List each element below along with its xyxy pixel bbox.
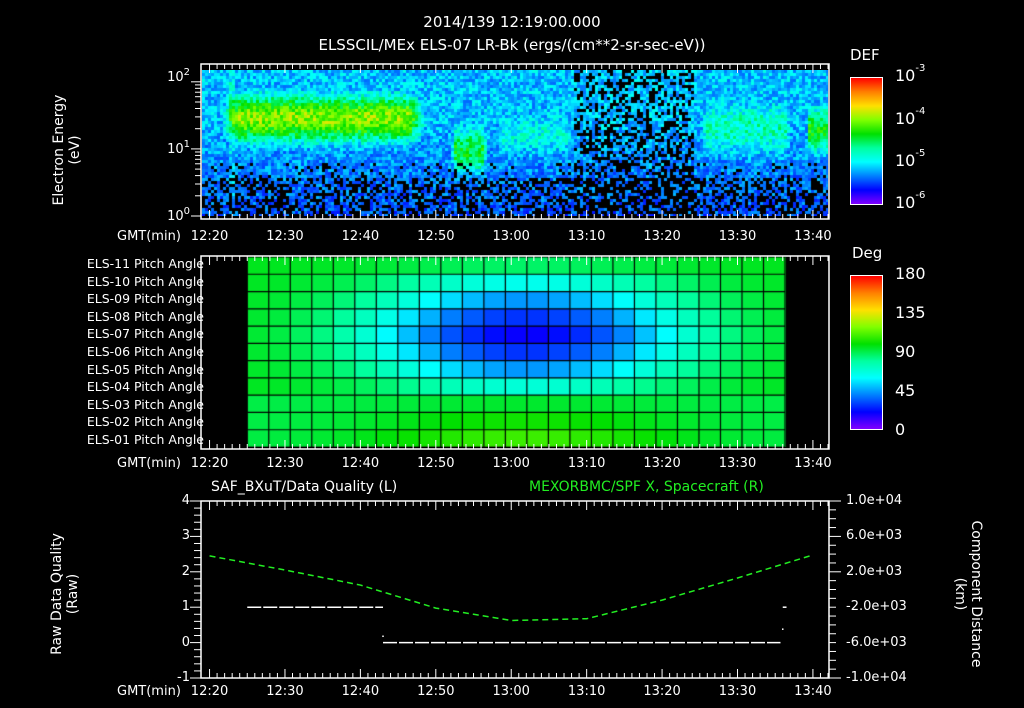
left-y-tick-label: 3 (181, 528, 190, 544)
left-y-tick-label: 1 (181, 599, 190, 615)
right-y-tick-label: -2.0e+03 (846, 599, 907, 615)
pitch-angle-row-label: ELS-01 Pitch Angle (86, 432, 204, 447)
pitch-angle-heatmap (202, 257, 828, 447)
right-y-tick-label: -6.0e+03 (846, 634, 907, 650)
time-tick-label: 13:00 (492, 456, 530, 471)
def-colorbar-tick: 10-3 (895, 63, 926, 85)
left-y-tick-label: 0 (181, 634, 190, 650)
right-y-tick-label: 1.0e+04 (846, 493, 903, 508)
time-tick-label: 13:20 (643, 456, 681, 471)
def-colorbar (850, 77, 883, 205)
time-axis-label: GMT(min) (117, 456, 181, 471)
time-axis-label: GMT(min) (117, 229, 181, 244)
time-tick-label: 12:20 (190, 229, 229, 244)
time-tick-label: 12:20 (190, 684, 229, 699)
time-tick-label: 12:40 (341, 684, 380, 699)
deg-colorbar-tick: 45 (895, 381, 916, 400)
time-tick-label: 13:40 (794, 456, 832, 471)
deg-colorbar-tick: 90 (895, 342, 916, 361)
time-tick-label: 13:10 (567, 684, 606, 699)
electron-energy-spectrogram (202, 70, 828, 216)
pitch-angle-row-label: ELS-04 Pitch Angle (86, 379, 204, 395)
component-distance-ylabel: Component Distance (km) (952, 520, 984, 668)
pitch-angle-row-label: ELS-02 Pitch Angle (86, 414, 204, 430)
pitch-angle-row-label: ELS-05 Pitch Angle (86, 361, 204, 377)
pitch-angle-row-label: ELS-09 Pitch Angle (86, 291, 204, 307)
data-quality-ylabel: Raw Data Quality (Raw) (49, 533, 81, 655)
time-tick-label: 13:30 (718, 456, 757, 471)
time-tick-label: 13:10 (567, 229, 606, 244)
data-quality-title: SAF_BXuT/Data Quality (L) (211, 479, 398, 495)
pitch-angle-row-label: ELS-11 Pitch Angle (86, 256, 204, 271)
def-colorbar-tick: 10-5 (895, 148, 926, 170)
deg-colorbar-tick: 180 (895, 264, 926, 283)
time-tick-label: 13:40 (794, 684, 832, 699)
right-y-tick-label: 6.0e+03 (846, 528, 903, 544)
def-colorbar-tick: 10-6 (895, 190, 926, 212)
left-y-tick-label: -1 (177, 670, 190, 685)
time-tick-label: 12:50 (417, 456, 455, 471)
plot-subtitle: ELSSCIL/MEx ELS-07 LR-Bk (ergs/(cm**2-sr… (318, 36, 706, 54)
deg-colorbar (850, 275, 883, 430)
time-tick-label: 12:30 (266, 684, 304, 699)
pitch-angle-row-label: ELS-03 Pitch Angle (86, 396, 204, 412)
time-tick-label: 13:00 (492, 229, 530, 244)
pitch-angle-row-label: ELS-08 Pitch Angle (86, 308, 204, 324)
line-plot (190, 500, 841, 679)
spf-x-title: MEXORBMC/SPF X, Spacecraft (R) (529, 479, 764, 495)
time-axis-label: GMT(min) (117, 684, 181, 699)
time-tick-label: 12:40 (341, 229, 380, 244)
time-tick-label: 13:40 (794, 229, 832, 244)
pitch-angle-row-label: ELS-10 Pitch Angle (86, 273, 204, 289)
deg-colorbar-title: Deg (852, 244, 883, 262)
spectrogram-ytick-10: 101 (167, 139, 190, 157)
time-tick-label: 12:30 (266, 229, 304, 244)
pitch-angle-row-label: ELS-07 Pitch Angle (86, 326, 204, 342)
time-tick-label: 13:30 (718, 229, 757, 244)
time-tick-label: 12:30 (266, 456, 304, 471)
def-colorbar-tick: 10-4 (895, 106, 926, 128)
spectrogram-ytick-100: 102 (167, 67, 190, 85)
deg-colorbar-tick: 0 (895, 420, 906, 439)
def-colorbar-title: DEF (850, 46, 880, 64)
deg-colorbar-tick: 135 (895, 303, 926, 322)
right-y-tick-label: -1.0e+04 (846, 670, 907, 685)
time-tick-label: 13:20 (643, 229, 681, 244)
time-tick-label: 13:10 (567, 456, 606, 471)
spectrogram-ylabel: Electron Energy (eV) (51, 94, 83, 206)
time-tick-label: 12:20 (190, 456, 229, 471)
right-y-tick-label: 2.0e+03 (846, 563, 903, 579)
pitch-angle-row-label: ELS-06 Pitch Angle (86, 344, 204, 359)
time-tick-label: 13:30 (718, 684, 757, 699)
pitch-angle-axes (200, 255, 830, 450)
time-tick-label: 13:20 (643, 684, 681, 699)
left-y-tick-label: 2 (181, 563, 190, 579)
time-tick-label: 13:00 (492, 684, 530, 699)
time-tick-label: 12:40 (341, 456, 380, 471)
left-y-tick-label: 4 (181, 493, 190, 508)
spectrogram-ytick-1: 100 (167, 206, 190, 224)
time-tick-label: 12:50 (417, 229, 455, 244)
plot-timestamp: 2014/139 12:19:00.000 (423, 13, 601, 31)
time-tick-label: 12:50 (417, 684, 455, 699)
spectrogram-axes (191, 63, 830, 220)
